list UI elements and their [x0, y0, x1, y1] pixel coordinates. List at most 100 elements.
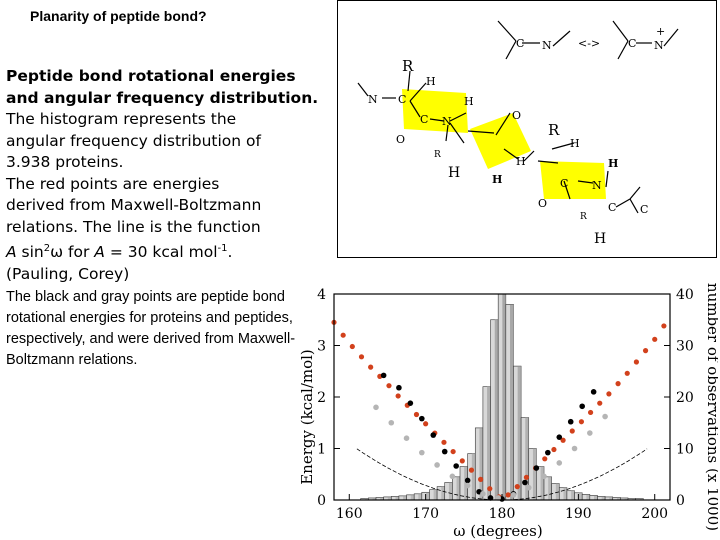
formula-sup: -1	[217, 243, 228, 254]
red-energy-point	[615, 381, 621, 387]
plane-highlight	[470, 113, 531, 169]
histogram-bar-shade	[578, 492, 583, 500]
y-left-tick-label: 4	[317, 287, 326, 303]
y-right-tick-label: 30	[676, 339, 694, 355]
histogram-bar-shade	[456, 476, 460, 500]
atom-label: C	[640, 203, 648, 216]
atom-label: C	[516, 37, 524, 50]
red-energy-point	[633, 359, 639, 365]
histogram-bar-shade	[372, 497, 376, 500]
histogram-bar-shade	[632, 498, 636, 500]
body-line: The red points are energies	[6, 174, 220, 193]
histogram-bar-shade	[471, 453, 476, 500]
red-energy-point	[560, 437, 566, 443]
atom-label: H	[594, 231, 606, 247]
red-energy-point	[661, 323, 667, 329]
plane-highlight	[540, 161, 606, 199]
second-paragraph: The black and gray points are peptide bo…	[6, 289, 296, 369]
histogram-bar-shade	[410, 494, 415, 500]
formula-sup2: 2	[43, 243, 51, 254]
gray-energy-point	[434, 462, 440, 468]
red-energy-point	[578, 419, 585, 425]
y-left-tick-label: 3	[317, 339, 326, 355]
black-energy-point	[487, 495, 494, 501]
atom-label: C	[560, 177, 568, 190]
histogram-bar	[566, 490, 575, 501]
histogram-bar-shade	[594, 495, 598, 500]
gray-energy-point	[419, 449, 425, 456]
x-tick-label: 180	[489, 506, 516, 522]
black-energy-point	[556, 434, 563, 440]
histogram-bar	[558, 487, 568, 501]
histogram-bar-shade	[387, 496, 392, 500]
black-energy-point	[407, 400, 414, 406]
atom-label: C	[628, 37, 636, 50]
gray-energy-point	[510, 492, 517, 498]
gray-energy-point	[464, 482, 471, 489]
atom-labels: C N <-> C N + R H N C H O C N O R H H R …	[368, 25, 665, 247]
histogram-bar-shade	[364, 498, 369, 500]
red-energy-point	[551, 446, 557, 453]
x-tick-label: 200	[641, 506, 668, 522]
red-energy-point	[395, 393, 401, 399]
atom-label: H	[608, 157, 618, 170]
black-energy-point	[533, 465, 540, 471]
x-tick-label: 160	[336, 506, 363, 522]
plane-highlight	[402, 89, 468, 133]
gray-energy-point	[403, 435, 410, 441]
atom-label: R	[580, 212, 587, 222]
gray-energy-point	[541, 473, 547, 480]
histogram-bar-shade	[639, 498, 644, 500]
red-energy-point	[487, 486, 493, 492]
histogram-bar-shade	[616, 497, 621, 500]
histogram-bars	[360, 293, 644, 501]
atom-label: H	[426, 75, 436, 88]
x-tick-label: 190	[565, 506, 592, 522]
black-energy-point	[522, 479, 528, 486]
energy-points	[331, 319, 667, 502]
body-line: angular frequency distribution of	[6, 131, 261, 150]
red-energy-point	[423, 421, 429, 427]
histogram-bar	[482, 386, 491, 501]
red-energy-point	[468, 467, 475, 473]
atom-label: R	[402, 57, 414, 75]
atom-label: H	[464, 95, 474, 108]
atom-label: H	[570, 137, 580, 150]
histogram-bar-shade	[487, 386, 491, 500]
histogram-bar	[452, 476, 461, 501]
histogram-bar-shade	[418, 493, 422, 500]
gray-energy-point	[480, 491, 486, 497]
atom-label: O	[512, 109, 521, 122]
y-right-tick-label: 0	[676, 493, 685, 509]
histogram-bar-shade	[525, 417, 529, 500]
histogram-bar-shade	[624, 497, 628, 500]
gray-energy-point	[388, 419, 395, 426]
histogram-bar-shade	[555, 483, 560, 500]
black-energy-point	[430, 432, 437, 438]
y-left-tick-label: 0	[317, 493, 326, 509]
red-energy-point	[340, 332, 346, 338]
gray-energy-point	[587, 430, 593, 436]
histogram-bar	[513, 365, 522, 501]
black-energy-point	[590, 389, 597, 395]
histogram-bar-shade	[380, 497, 384, 500]
histogram-bar	[497, 293, 507, 501]
black-energy-point	[453, 463, 459, 469]
histogram-bar-shade	[433, 489, 438, 500]
red-energy-point	[652, 336, 658, 342]
y-right-tick-label: 10	[676, 442, 694, 458]
red-energy-point	[523, 474, 530, 480]
red-energy-point	[505, 492, 511, 498]
histogram-bar-shade	[426, 492, 430, 500]
red-energy-point	[441, 439, 447, 445]
peptide-structure-figure: C N <-> C N + R H N C H O C N O R H H R …	[337, 0, 717, 258]
atom-label: R	[434, 150, 441, 160]
formula-sin: sin	[16, 243, 44, 262]
black-energy-point	[545, 449, 551, 456]
atom-label: C	[420, 113, 428, 126]
atom-label: N	[542, 39, 552, 52]
histogram-bar-shade	[395, 496, 399, 500]
histogram-bar-shade	[464, 466, 468, 500]
